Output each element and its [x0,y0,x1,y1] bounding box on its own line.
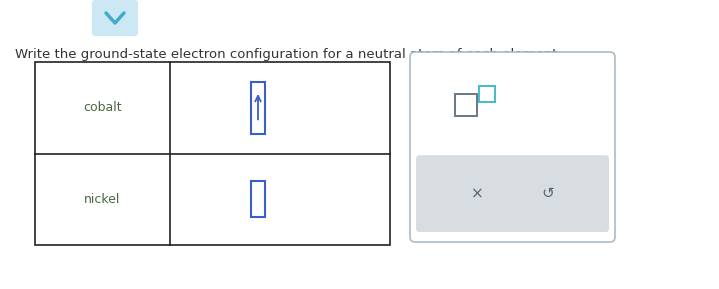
Bar [35,62,390,245]
Bar [454,94,477,116]
Text: cobalt: cobalt [83,101,122,114]
Text: ↺: ↺ [541,186,554,201]
Bar [251,181,265,217]
FancyBboxPatch shape [410,52,615,242]
Text: Write the ground-state electron configuration for a neutral atom of each element: Write the ground-state electron configur… [15,48,562,61]
FancyBboxPatch shape [92,0,138,36]
FancyBboxPatch shape [416,58,609,153]
Text: nickel: nickel [84,193,121,206]
Bar [251,82,265,134]
Bar [479,86,495,102]
Text: ×: × [471,186,484,201]
FancyBboxPatch shape [416,155,609,232]
